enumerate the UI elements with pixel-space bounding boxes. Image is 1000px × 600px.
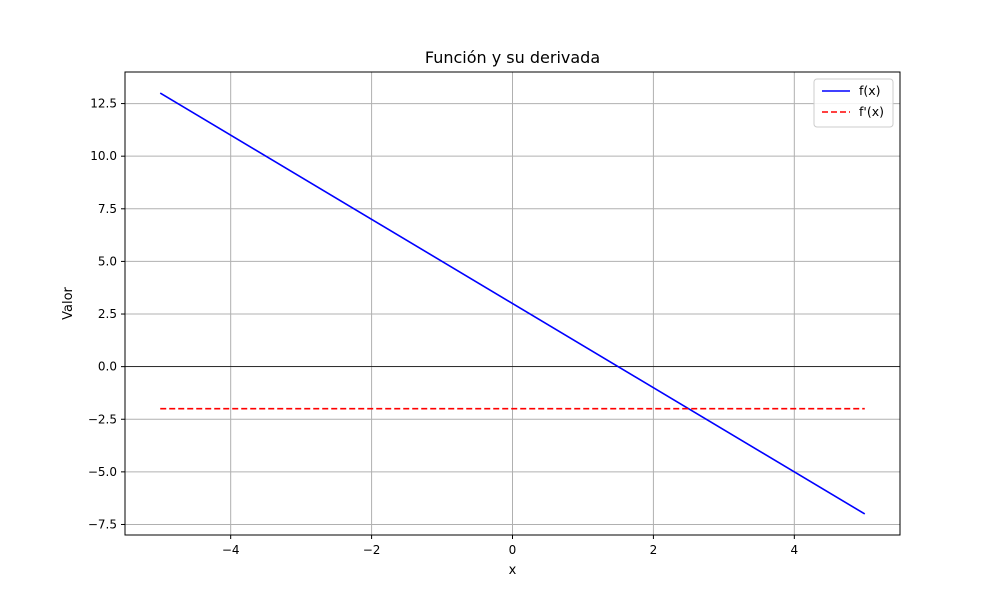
chart-title: Función y su derivada (425, 48, 600, 67)
grid (125, 72, 900, 535)
y-tick-label: 7.5 (98, 202, 117, 216)
x-tick-label: 0 (509, 543, 517, 557)
y-tick-label: −7.5 (88, 517, 117, 531)
x-tick-label: −4 (222, 543, 240, 557)
y-tick-label: 2.5 (98, 307, 117, 321)
y-tick-label: 10.0 (90, 149, 117, 163)
y-axis-label: Valor (61, 286, 76, 319)
series-layer (159, 92, 866, 515)
legend-box (813, 78, 894, 128)
x-axis-label: x (509, 563, 517, 578)
x-tick-label: −2 (363, 543, 381, 557)
y-tick-label: 0.0 (98, 360, 117, 374)
series-line-1 (159, 92, 866, 515)
y-tick-label: 5.0 (98, 254, 117, 268)
y-tick-label: 12.5 (90, 97, 117, 111)
x-tick-label: 2 (650, 543, 658, 557)
x-tick-label: 4 (790, 543, 798, 557)
legend: f(x) f'(x) (813, 78, 894, 128)
y-tick-label: −2.5 (88, 412, 117, 426)
legend-label-1: f(x) (859, 83, 881, 98)
y-tick-label: −5.0 (88, 465, 117, 479)
legend-label-2: f'(x) (859, 104, 884, 119)
ticks: −4 −2 0 2 4 −7.5 −5.0 −2.5 0.0 2.5 5.0 7.5 10.0 12.5 (88, 97, 798, 557)
